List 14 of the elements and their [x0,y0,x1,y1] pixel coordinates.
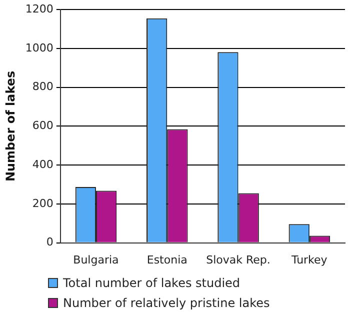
y-axis-title: Number of lakes [3,70,18,182]
x-tick-label: Bulgaria [73,253,119,266]
y-tick-label: 0 [46,236,54,249]
legend-label: Total number of lakes studied [63,275,240,292]
x-tick-label: Turkey [290,253,328,266]
y-tick-label: 1000 [25,41,54,54]
y-tick-label: 800 [32,80,54,94]
y-tick-label: 400 [32,158,54,171]
legend-label: Number of relatively pristine lakes [63,295,270,312]
y-tick-label: 600 [32,119,54,132]
y-tick-label: 1200 [25,2,54,16]
y-tick-label: 200 [32,196,54,210]
x-tick-label: Estonia [146,253,188,266]
x-tick-label: Slovak Rep. [206,253,270,266]
